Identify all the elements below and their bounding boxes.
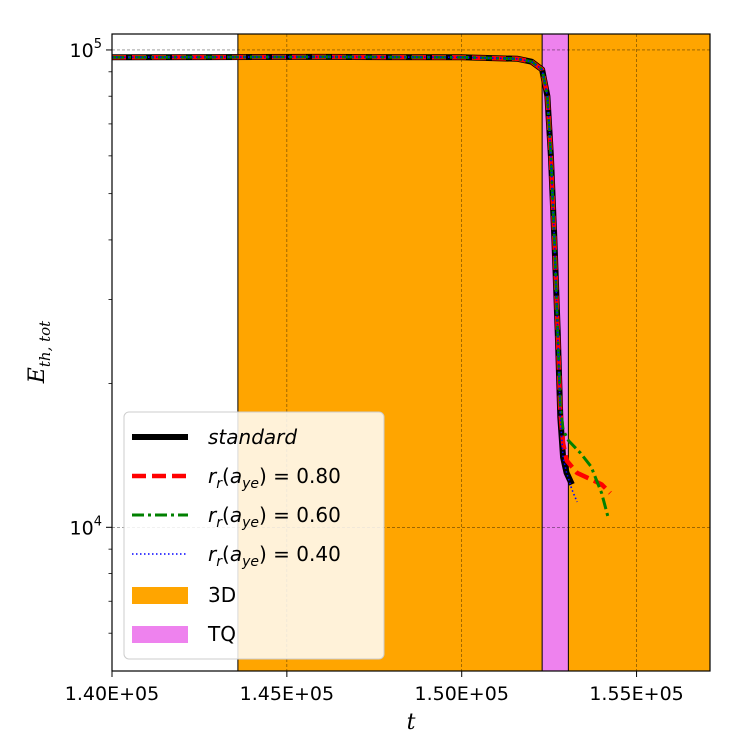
legend-label-3: rr(aye) = 0.40 xyxy=(208,542,341,570)
x-axis-label: t xyxy=(407,710,416,735)
y-axis-label: Eth, tot xyxy=(25,320,54,384)
plot-frame xyxy=(111,33,711,672)
y-tick-label: 104 xyxy=(70,514,102,539)
legend: standard rr(aye) = 0.80 rr(aye) = 0.60 rr(a… xyxy=(123,411,385,660)
legend-label-1: rr(aye) = 0.80 xyxy=(208,464,341,492)
x-tick-label: 1.55E+05 xyxy=(589,683,683,705)
series-lines xyxy=(111,53,612,520)
legend-label-4: 3D xyxy=(208,583,236,607)
legend-label-0: standard xyxy=(208,425,297,449)
x-tick-label: 1.40E+05 xyxy=(65,683,159,705)
legend-box xyxy=(123,411,385,660)
legend-swatch-4 xyxy=(132,587,188,604)
legend-label-2: rr(aye) = 0.60 xyxy=(208,503,341,531)
legend-swatch-5 xyxy=(132,626,188,643)
y-axis-ticks: 104 105 xyxy=(70,37,112,634)
y-tick-label: 105 xyxy=(70,37,102,62)
series-line-2 xyxy=(111,55,611,520)
x-tick-label: 1.45E+05 xyxy=(240,683,334,705)
region-tq xyxy=(541,33,569,672)
legend-label-5: TQ xyxy=(207,622,236,646)
axis-labels: t Eth, tot xyxy=(25,320,416,735)
x-tick-label: 1.50E+05 xyxy=(415,683,509,705)
x-axis-ticks: 1.40E+05 1.45E+05 1.50E+05 1.55E+05 xyxy=(65,671,684,705)
